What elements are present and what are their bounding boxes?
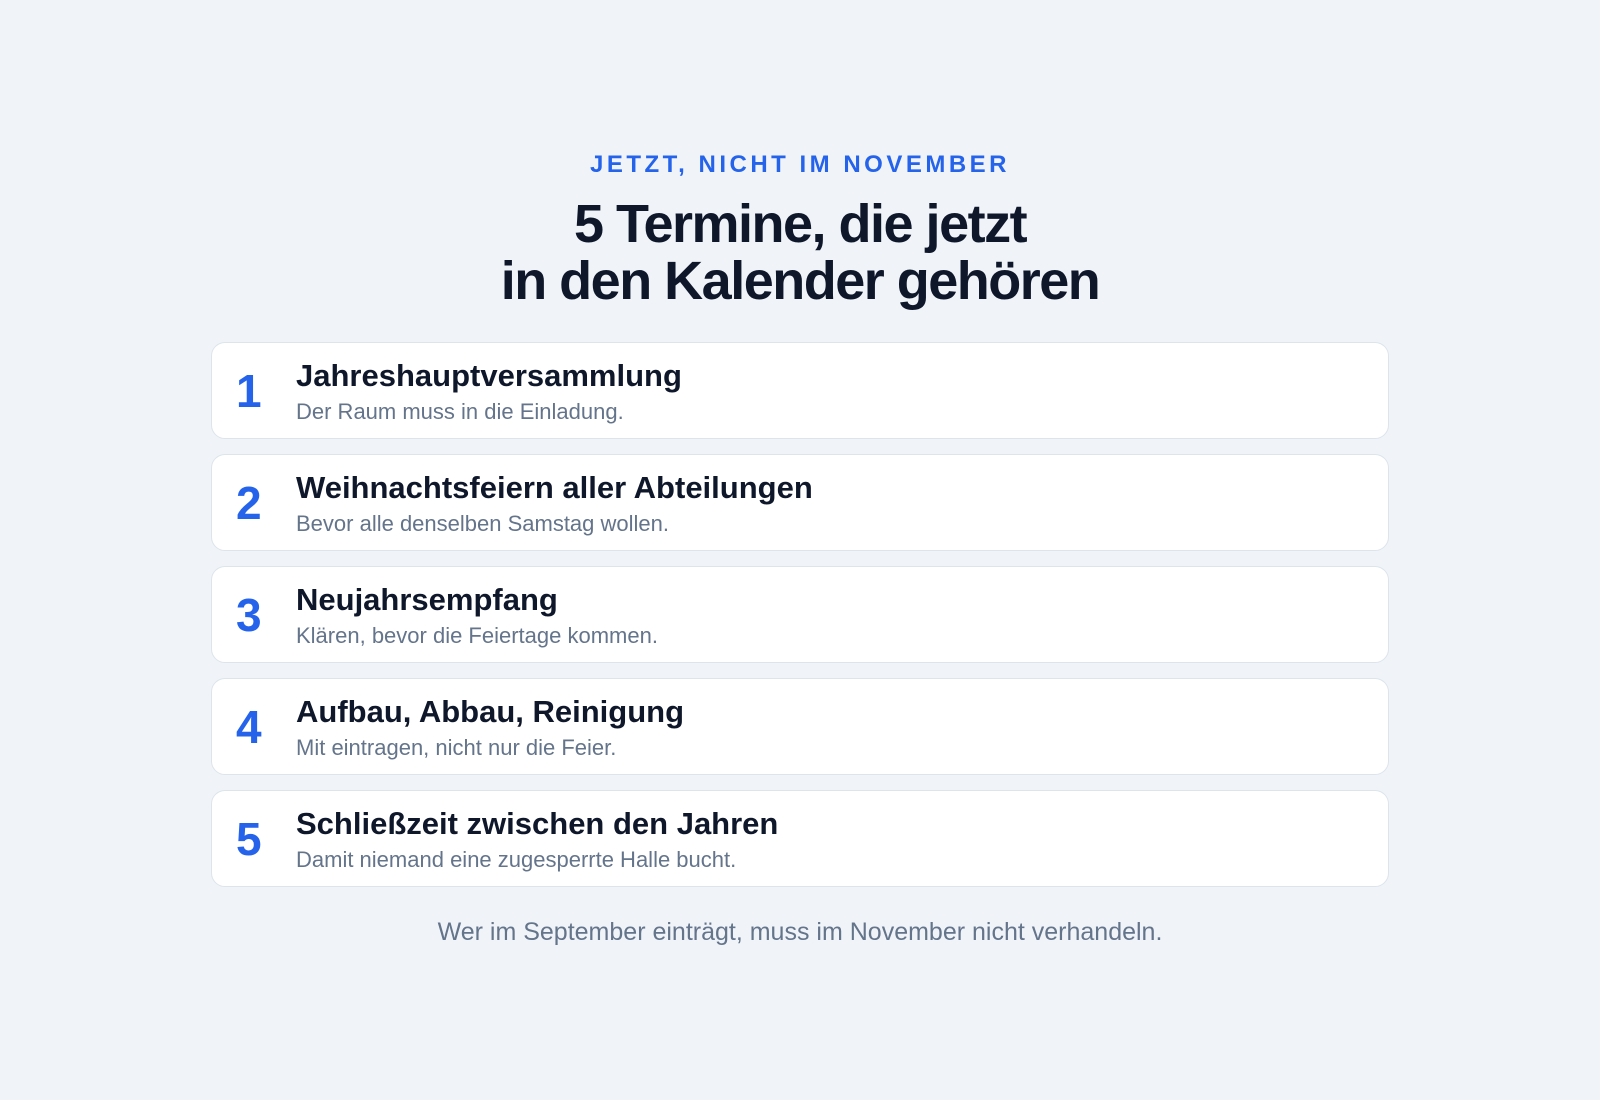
eyebrow-label: JETZT, NICHT IM NOVEMBER [589,151,1010,178]
item-description: Damit niemand eine zugesperrte Halle buc… [296,847,737,872]
item-number: 3 [236,589,262,641]
item-description: Klären, bevor die Feiertage kommen. [296,623,658,648]
list-item: 4 Aufbau, Abbau, Reinigung Mit eintragen… [211,678,1389,775]
list-item: 5 Schließzeit zwischen den Jahren Damit … [211,790,1389,887]
item-title: Neujahrsempfang [296,582,558,617]
list-item: 1 Jahreshauptversammlung Der Raum muss i… [211,342,1389,439]
item-number: 4 [236,701,262,753]
footer-note: Wer im September einträgt, muss im Novem… [437,918,1163,946]
page-title-line-1: 5 Termine, die jetzt [573,194,1028,254]
item-title: Weihnachtsfeiern aller Abteilungen [296,470,813,505]
item-title: Schließzeit zwischen den Jahren [296,806,779,841]
item-description: Der Raum muss in die Einladung. [296,399,624,424]
item-title: Aufbau, Abbau, Reinigung [296,694,685,729]
page-title: 5 Termine, die jetzt in den Kalender geh… [0,196,1600,310]
appointment-list: 1 Jahreshauptversammlung Der Raum muss i… [211,342,1389,902]
page-title-line-2: in den Kalender gehören [500,251,1101,311]
list-item: 3 Neujahrsempfang Klären, bevor die Feie… [211,566,1389,663]
item-number: 2 [236,477,262,529]
item-number: 1 [236,365,262,417]
list-item: 2 Weihnachtsfeiern aller Abteilungen Bev… [211,454,1389,551]
item-number: 5 [236,813,262,865]
item-title: Jahreshauptversammlung [296,358,682,393]
item-description: Mit eintragen, nicht nur die Feier. [296,735,617,760]
item-description: Bevor alle denselben Samstag wollen. [296,511,670,536]
